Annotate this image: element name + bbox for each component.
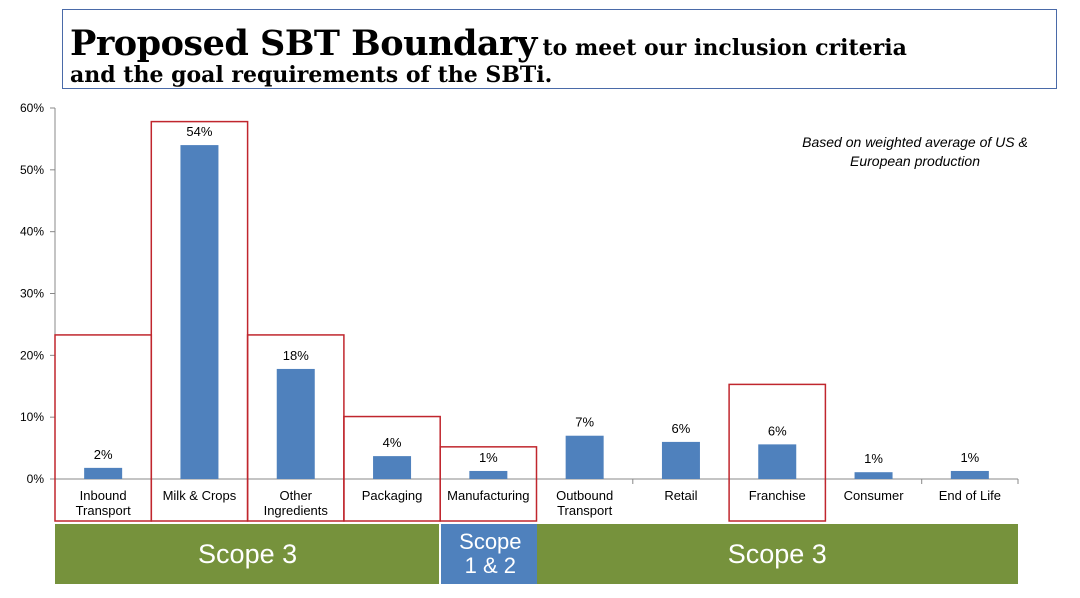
- title-box: Proposed SBT Boundary to meet our inclus…: [62, 9, 1057, 89]
- data-label: 54%: [186, 124, 212, 139]
- data-label: 6%: [768, 423, 787, 438]
- scope-label: Scope 1 & 2: [459, 528, 522, 578]
- data-label: 1%: [960, 450, 979, 465]
- x-tick-label: Ingredients: [264, 503, 329, 518]
- x-tick-label: Consumer: [844, 488, 905, 503]
- bar: [469, 470, 508, 479]
- chart-note: Based on weighted average of US & Europe…: [770, 133, 1060, 171]
- chart-title: Proposed SBT Boundary: [70, 23, 537, 64]
- boundary-box: [439, 446, 538, 522]
- bar: [661, 441, 700, 479]
- x-tick-label: Manufacturing: [447, 488, 529, 503]
- x-tick-label: Inbound: [80, 488, 127, 503]
- y-tick-label: 40%: [20, 225, 44, 239]
- scope-label: Scope 3: [198, 538, 298, 569]
- x-tick-label: Transport: [76, 503, 132, 518]
- chart-subtitle-line2: and the goal requirements of the SBTi.: [70, 62, 553, 89]
- data-label: 18%: [283, 348, 309, 363]
- x-tick-label: Franchise: [749, 488, 806, 503]
- y-tick-label: 50%: [20, 163, 44, 177]
- boundary-box: [150, 120, 249, 522]
- bar: [180, 145, 219, 479]
- y-tick-label: 0%: [27, 472, 45, 486]
- bar: [565, 435, 604, 479]
- x-tick-label: Packaging: [362, 488, 423, 503]
- scope-band-2: Scope 1 & 2: [439, 524, 542, 584]
- data-label: 2%: [94, 447, 113, 462]
- bar: [950, 470, 989, 479]
- scope-band-1: Scope 3: [55, 524, 441, 584]
- bar: [758, 444, 797, 479]
- x-tick-label: Other: [279, 488, 312, 503]
- boundary-box: [728, 383, 827, 522]
- x-tick-label: Outbound: [556, 488, 613, 503]
- x-tick-label: End of Life: [939, 488, 1001, 503]
- bar: [84, 467, 123, 479]
- x-tick-label: Transport: [557, 503, 613, 518]
- bar: [373, 456, 412, 479]
- note-line-1: Based on weighted average of US &: [802, 134, 1028, 150]
- scope-band-3: Scope 3: [536, 524, 1018, 584]
- x-tick-label: Retail: [664, 488, 697, 503]
- y-tick-label: 60%: [20, 101, 44, 115]
- y-tick-label: 20%: [20, 348, 44, 362]
- y-tick-label: 10%: [20, 410, 44, 424]
- bar: [276, 368, 315, 479]
- scope-label: Scope 3: [727, 538, 827, 569]
- data-label: 1%: [479, 450, 498, 465]
- x-tick-label: Milk & Crops: [163, 488, 237, 503]
- y-tick-label: 30%: [20, 287, 44, 301]
- chart-subtitle-line1: to meet our inclusion criteria: [542, 35, 907, 61]
- bar: [854, 472, 893, 479]
- data-label: 6%: [672, 421, 691, 436]
- data-label: 7%: [575, 415, 594, 430]
- data-label: 4%: [383, 435, 402, 450]
- data-label: 1%: [864, 451, 883, 466]
- note-line-2: European production: [850, 152, 980, 169]
